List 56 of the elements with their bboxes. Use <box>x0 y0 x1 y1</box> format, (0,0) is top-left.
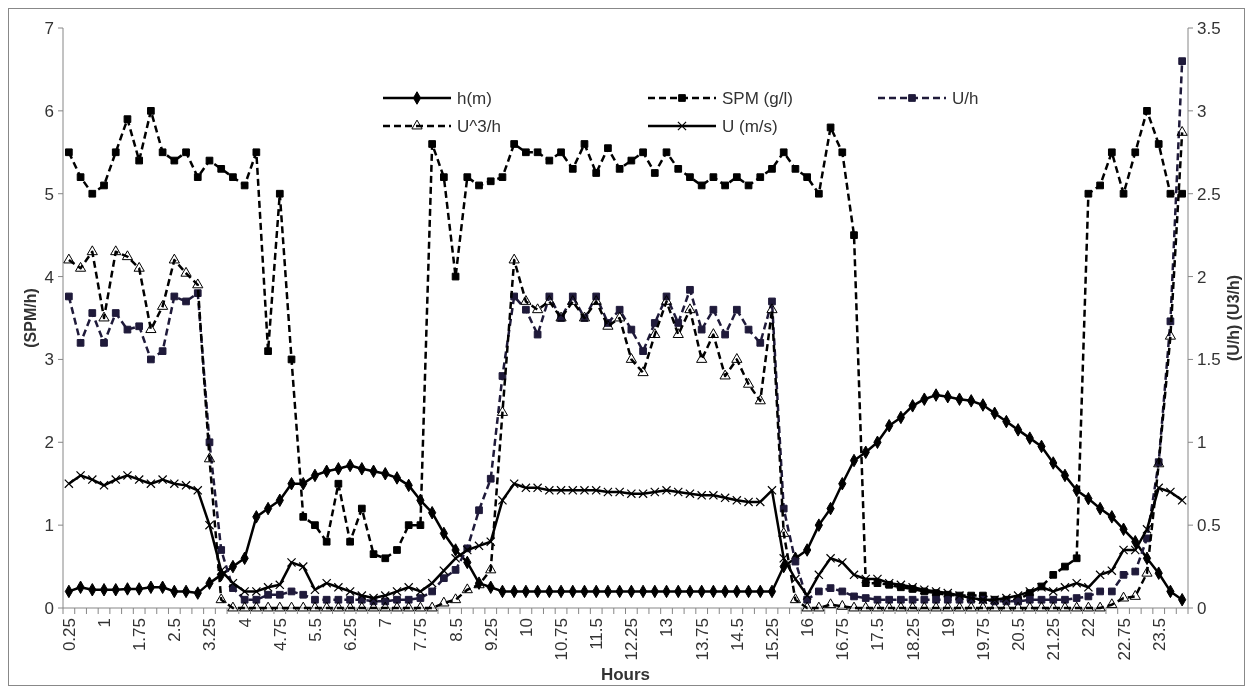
y-tick-label: 2 <box>44 433 54 453</box>
x-tick-label: 19 <box>938 618 958 637</box>
y-tick-label: 7 <box>44 18 54 38</box>
legend-label: U^3/h <box>457 116 501 136</box>
x-tick-label: 2.5 <box>165 618 185 642</box>
x-tick-label: 7.75 <box>411 618 431 652</box>
y2-tick-label: 3 <box>1197 101 1207 121</box>
legend-label: U/h <box>952 88 979 108</box>
x-tick-label: 19.75 <box>973 618 993 661</box>
y-axis-title: (SPM/h) <box>22 288 39 348</box>
x-tick-label: 16.75 <box>833 618 853 661</box>
x-tick-label: 10.75 <box>552 618 571 661</box>
y2-tick-label: 0.5 <box>1197 516 1221 536</box>
y-tick-label: 6 <box>44 101 54 121</box>
x-tick-label: 22 <box>1079 618 1099 637</box>
x-axis-title: Hours <box>600 665 651 684</box>
x-tick-label: 12.25 <box>622 618 642 661</box>
y-tick-label: 1 <box>44 516 54 536</box>
y-tick-label: 4 <box>44 267 54 287</box>
x-tick-label: 9.25 <box>481 618 501 652</box>
legend-label: h(m) <box>457 88 492 108</box>
y2-tick-label: 2.5 <box>1197 184 1221 204</box>
x-tick-label: 5.5 <box>305 618 325 642</box>
y2-axis-title: (U/h) (U3/h) <box>1225 274 1242 362</box>
x-tick-label: 20.5 <box>1009 618 1029 652</box>
y2-tick-label: 1 <box>1197 433 1207 453</box>
x-tick-label: 16 <box>798 618 818 637</box>
x-tick-label: 8.5 <box>446 618 466 642</box>
x-tick-label: 10 <box>516 618 536 637</box>
x-tick-label: 11.5 <box>587 618 607 650</box>
x-tick-label: 4.75 <box>270 618 290 652</box>
x-tick-label: 0.25 <box>59 618 79 652</box>
x-tick-label: 22.75 <box>1114 618 1134 661</box>
y-tick-label: 5 <box>44 184 54 204</box>
x-tick-label: 13 <box>657 618 677 637</box>
y2-tick-label: 2 <box>1197 267 1207 287</box>
y-tick-label: 3 <box>44 350 54 370</box>
x-tick-label: 14.5 <box>727 618 747 652</box>
x-tick-label: 23.5 <box>1149 618 1169 652</box>
x-tick-label: 21.25 <box>1044 618 1064 661</box>
x-tick-label: 1 <box>94 618 114 628</box>
x-tick-label: 1.75 <box>130 618 150 652</box>
x-tick-label: 18.25 <box>903 618 923 661</box>
x-tick-label: 15.25 <box>762 618 782 661</box>
x-tick-label: 4 <box>235 618 255 628</box>
y-tick-label: 0 <box>44 598 54 618</box>
x-tick-label: 7 <box>376 618 396 628</box>
x-tick-label: 6.25 <box>341 618 361 652</box>
y2-tick-label: 1.5 <box>1197 350 1221 370</box>
legend-label: SPM (g/l) <box>722 88 793 108</box>
y2-tick-label: 0 <box>1197 598 1207 618</box>
x-tick-label: 3.25 <box>200 618 220 652</box>
legend-label: U (m/s) <box>722 116 778 136</box>
y2-tick-label: 3.5 <box>1197 18 1221 38</box>
x-tick-label: 13.75 <box>692 618 712 661</box>
x-tick-label: 17.5 <box>868 618 888 652</box>
